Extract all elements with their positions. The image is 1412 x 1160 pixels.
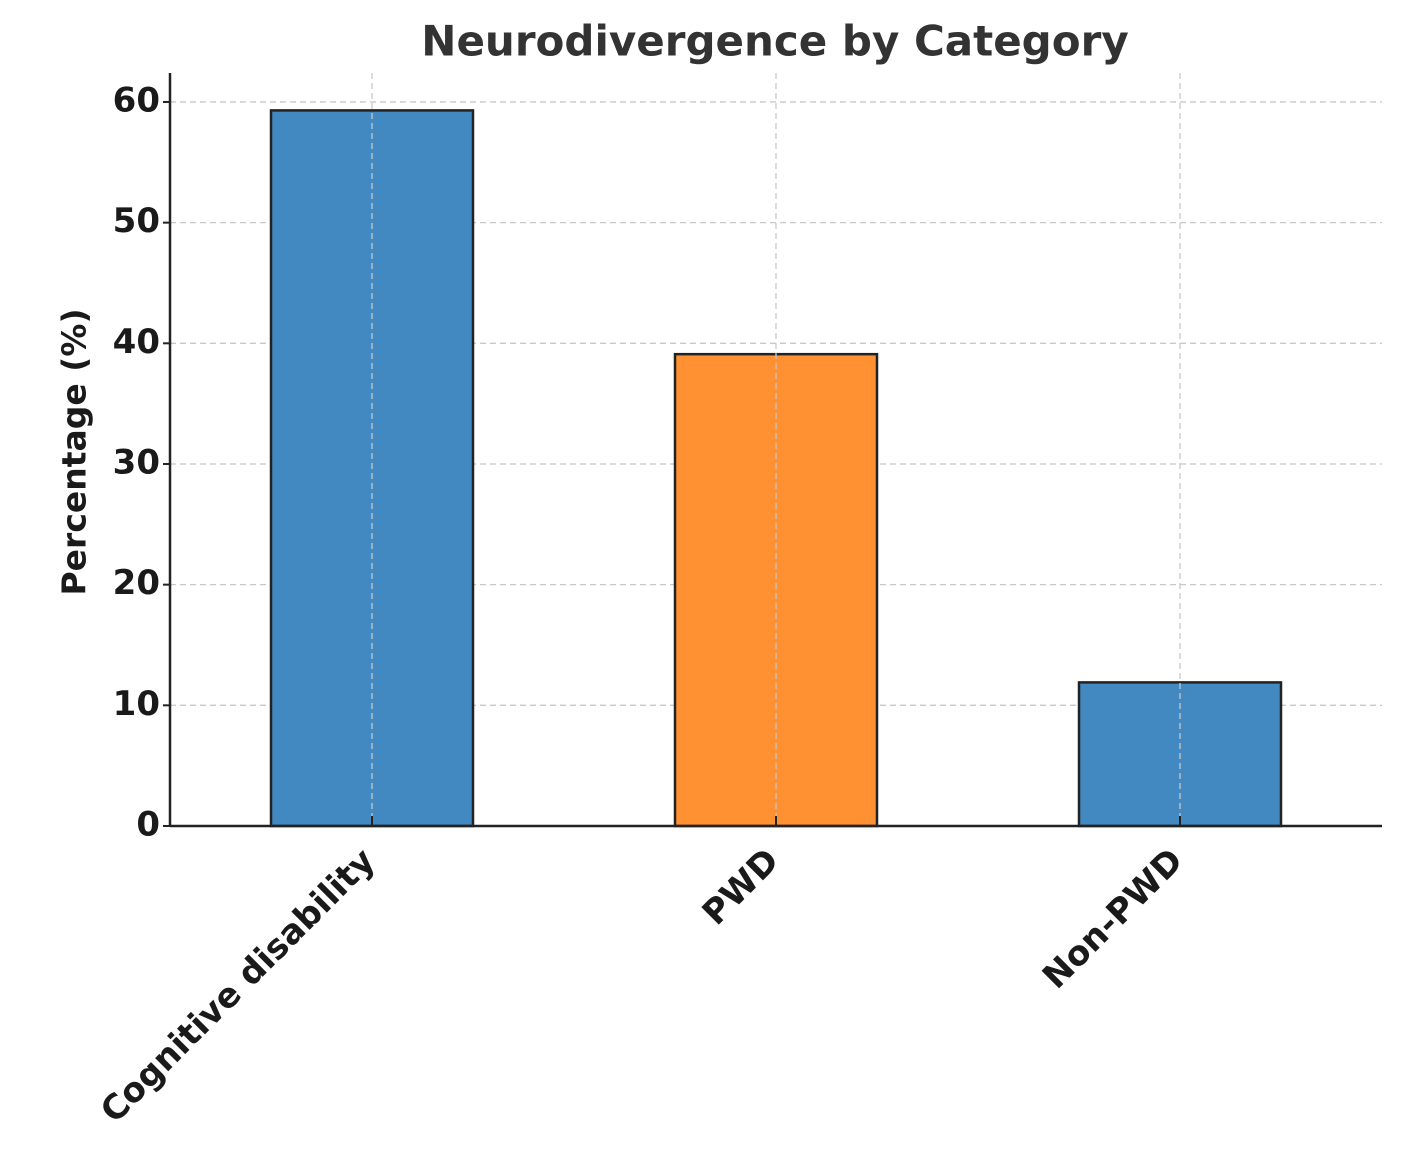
y-tick-label: 60 [113,80,160,120]
y-tick-label: 20 [113,563,160,603]
y-tick-label: 0 [136,805,160,845]
y-tick-label: 30 [113,442,160,482]
chart-title: Neurodivergence by Category [421,17,1128,66]
y-tick-label: 10 [113,684,160,724]
y-axis-label: Percentage (%) [55,308,94,595]
y-tick-label: 50 [113,201,160,241]
x-tick-label: Cognitive disability [93,841,383,1131]
x-tick-label: PWD [695,841,787,933]
x-tick-label: Non-PWD [1035,841,1191,997]
y-tick-label: 40 [113,322,160,362]
